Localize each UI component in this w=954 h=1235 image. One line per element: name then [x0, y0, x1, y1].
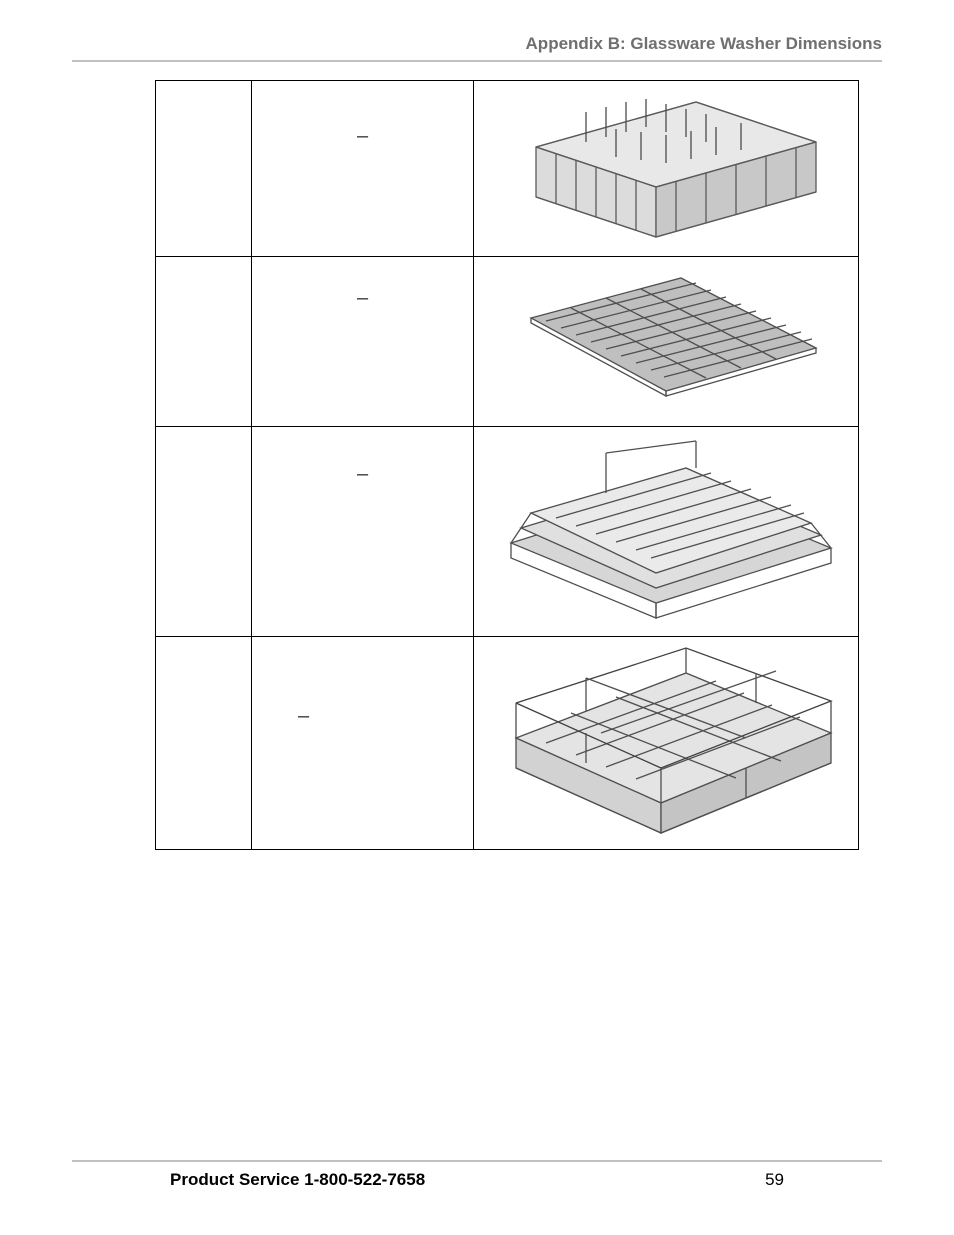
- cell-image: [474, 257, 859, 427]
- cell-image: [474, 637, 859, 850]
- header-rule: [72, 60, 882, 62]
- cell-a: [156, 81, 252, 257]
- table-row: –: [156, 81, 859, 257]
- footer-page-number: 59: [765, 1170, 784, 1190]
- cell-a: [156, 427, 252, 637]
- flat-grate-icon: [496, 263, 836, 413]
- cell-image: [474, 427, 859, 637]
- cell-image: [474, 81, 859, 257]
- footer-service-text: Product Service 1-800-522-7658: [170, 1170, 425, 1190]
- dimensions-table: –: [155, 80, 859, 850]
- cell-a: [156, 637, 252, 850]
- cell-b: –: [252, 81, 474, 257]
- dimensions-table-wrap: –: [155, 80, 858, 850]
- cell-b: –: [252, 427, 474, 637]
- footer-rule: [72, 1160, 882, 1162]
- wire-basket-tall-icon: [496, 87, 836, 247]
- table-row: –: [156, 637, 859, 850]
- table-row: –: [156, 257, 859, 427]
- cell-a: [156, 257, 252, 427]
- table-row: –: [156, 427, 859, 637]
- cell-b: –: [252, 257, 474, 427]
- wire-basket-compartment-icon: [486, 643, 846, 843]
- page-header-title: Appendix B: Glassware Washer Dimensions: [526, 34, 882, 54]
- cell-b: –: [252, 637, 474, 850]
- stacked-tray-icon: [486, 433, 846, 628]
